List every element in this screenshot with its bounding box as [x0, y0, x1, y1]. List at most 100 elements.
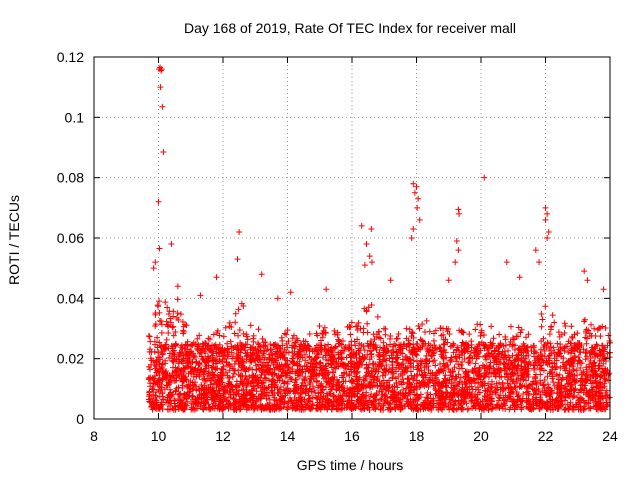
data-point [298, 396, 305, 403]
data-point [268, 350, 275, 357]
data-point [377, 361, 384, 368]
data-point [490, 335, 497, 342]
data-point [471, 400, 478, 407]
data-point [219, 401, 226, 408]
data-point [158, 343, 165, 350]
data-point [524, 367, 531, 374]
data-point [260, 380, 267, 387]
data-point [383, 379, 390, 386]
data-point [271, 355, 278, 362]
data-point [281, 330, 288, 337]
data-point [299, 354, 306, 361]
data-point [426, 357, 433, 364]
data-point [239, 343, 246, 350]
data-point [221, 355, 228, 362]
data-point [347, 352, 354, 359]
data-point [156, 298, 163, 305]
data-point [531, 365, 538, 372]
data-point [315, 405, 322, 412]
data-point [307, 379, 314, 386]
data-point [236, 326, 243, 333]
data-point [478, 339, 485, 346]
data-point [310, 402, 317, 409]
data-point [538, 338, 545, 345]
data-point [516, 344, 523, 351]
data-point [196, 372, 203, 379]
data-point [508, 371, 515, 378]
data-point [171, 351, 178, 358]
data-point [390, 388, 397, 395]
data-point [565, 380, 572, 387]
data-point [281, 390, 288, 397]
data-point [600, 348, 607, 355]
data-point [230, 370, 237, 377]
data-point [367, 393, 374, 400]
data-point [495, 344, 502, 351]
data-point [351, 338, 358, 345]
data-point [362, 375, 369, 382]
data-point [410, 364, 417, 371]
data-point [415, 365, 422, 372]
data-point [575, 354, 582, 361]
y-tick-label: 0.08 [57, 170, 84, 186]
data-point [497, 356, 504, 363]
data-point [283, 331, 290, 338]
data-point [453, 374, 460, 381]
data-point [515, 363, 522, 370]
data-point [179, 360, 186, 367]
data-point [500, 343, 507, 350]
data-point [361, 305, 368, 312]
x-tick-label: 12 [215, 428, 231, 444]
data-point [545, 228, 552, 235]
data-point [254, 374, 261, 381]
data-point [555, 405, 562, 412]
data-point [523, 349, 530, 356]
data-point [209, 375, 216, 382]
data-point [496, 343, 503, 350]
data-point [588, 321, 595, 328]
data-point [506, 341, 513, 348]
data-point [466, 359, 473, 366]
data-point [222, 369, 229, 376]
data-point [436, 379, 443, 386]
data-point [284, 380, 291, 387]
data-point [469, 377, 476, 384]
data-point [567, 360, 574, 367]
data-point [268, 378, 275, 385]
data-point [398, 381, 405, 388]
data-point [368, 367, 375, 374]
data-point [166, 378, 173, 385]
data-point [262, 375, 269, 382]
data-point [405, 375, 412, 382]
data-point [210, 397, 217, 404]
data-point [287, 289, 294, 296]
data-point [328, 364, 335, 371]
data-point [322, 384, 329, 391]
data-point [210, 380, 217, 387]
data-point [229, 386, 236, 393]
data-point [325, 398, 332, 405]
data-point [408, 405, 415, 412]
data-point [400, 386, 407, 393]
data-point [413, 391, 420, 398]
data-point [577, 349, 584, 356]
data-point [327, 361, 334, 368]
data-point [587, 377, 594, 384]
data-point [263, 367, 270, 374]
data-point [180, 328, 187, 335]
data-point [603, 399, 610, 406]
data-point [556, 371, 563, 378]
data-point [273, 359, 280, 366]
data-point [353, 360, 360, 367]
data-point [466, 331, 473, 338]
data-point [255, 340, 262, 347]
data-point [208, 364, 215, 371]
data-point [515, 392, 522, 399]
data-point [247, 380, 254, 387]
data-point [329, 402, 336, 409]
data-point [593, 380, 600, 387]
data-point [542, 303, 549, 310]
data-point [193, 359, 200, 366]
data-point [518, 372, 525, 379]
data-point [419, 321, 426, 328]
